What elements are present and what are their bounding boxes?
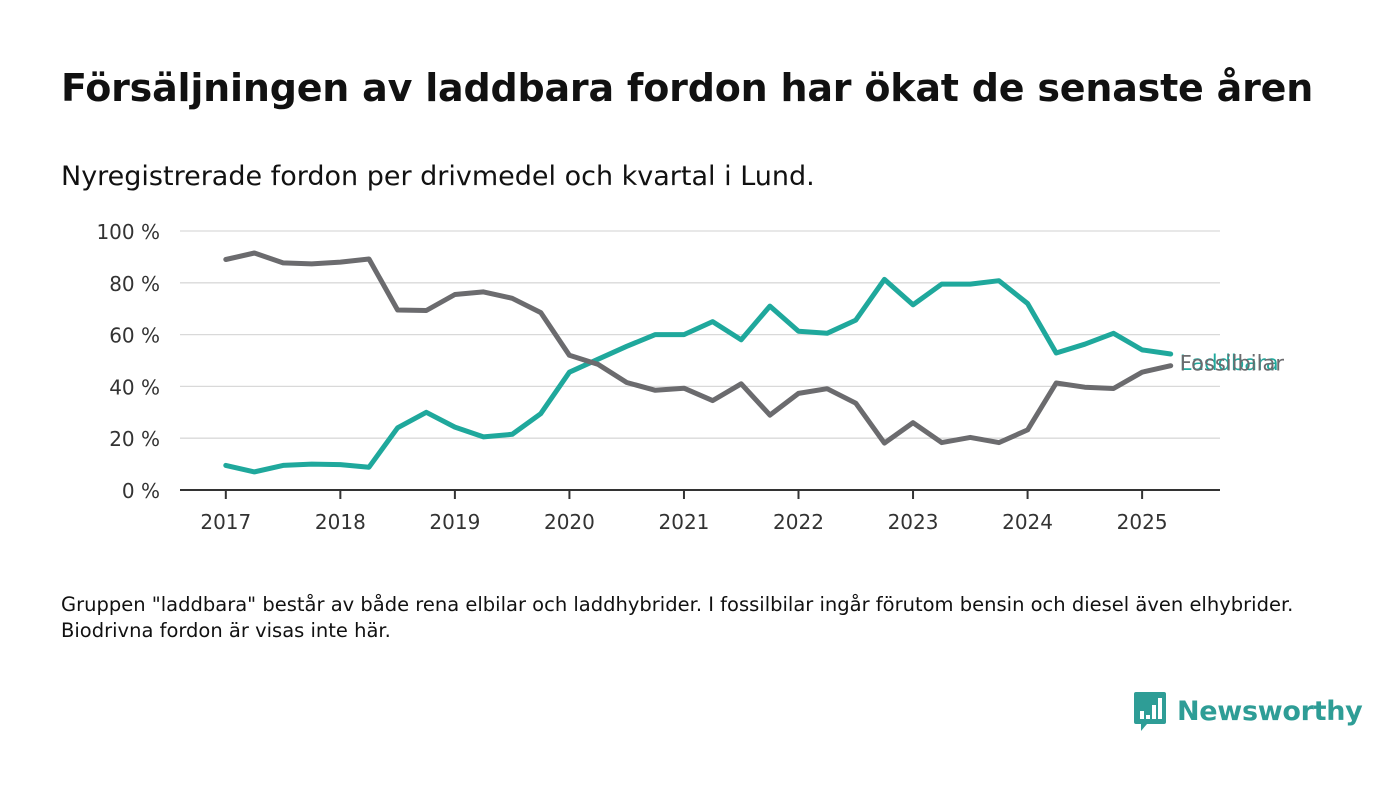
y-axis-labels: 0 % 20 % 40 % 60 % 80 % 100 % (96, 220, 160, 503)
y-tick-label: 80 % (109, 272, 160, 296)
footnote: Gruppen "laddbara" består av både rena e… (61, 593, 1294, 642)
chart-title: Försäljningen av laddbara fordon har öka… (61, 66, 1314, 110)
x-tick-label: 2018 (315, 510, 366, 534)
x-tick-label: 2023 (888, 510, 939, 534)
series-label-fossilbilar: Fossilbilar (1180, 352, 1285, 376)
series-label-laddbara: Laddbara (1180, 351, 1279, 375)
y-tick-label: 0 % (122, 479, 160, 503)
chart-subtitle: Nyregistrerade fordon per drivmedel och … (61, 161, 815, 192)
series-line-fossilbilar (223, 250, 1174, 446)
y-tick-label: 20 % (109, 427, 160, 451)
x-tick-label: 2022 (773, 510, 824, 534)
x-tick-label: 2020 (544, 510, 595, 534)
x-tick-label: 2019 (429, 510, 480, 534)
series-lines (223, 250, 1174, 475)
series-line-laddbara (223, 276, 1174, 475)
x-tick-label: 2025 (1117, 510, 1168, 534)
x-tick-label: 2024 (1002, 510, 1053, 534)
y-tick-label: 40 % (109, 375, 160, 399)
brand-logo: Newsworthy (1133, 690, 1363, 732)
x-tick-label: 2021 (659, 510, 710, 534)
x-axis: 2017 2018 2019 2020 2021 2022 2023 2024 2025 (180, 489, 1220, 534)
x-tick-label: 2017 (200, 510, 251, 534)
y-tick-label: 60 % (109, 324, 160, 348)
y-tick-label: 100 % (96, 220, 160, 244)
brand-name: Newsworthy (1177, 695, 1363, 727)
newsworthy-logo-icon (1134, 692, 1166, 731)
line-chart: 0 % 20 % 40 % 60 % 80 % 100 % 2017 2018 2019 202… (96, 220, 1285, 534)
